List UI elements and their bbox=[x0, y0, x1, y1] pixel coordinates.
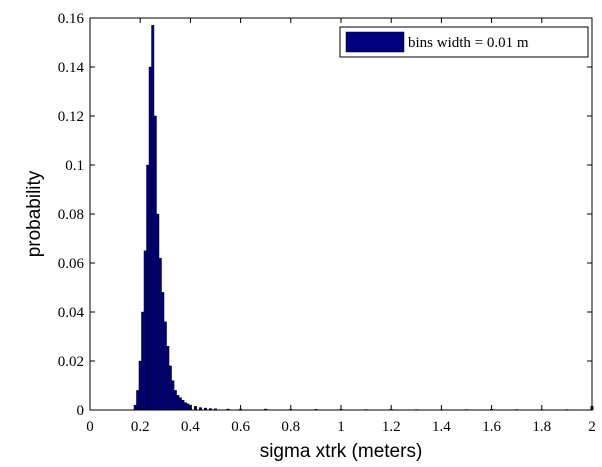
histogram-bar bbox=[193, 406, 197, 411]
legend: bins width = 0.01 m bbox=[339, 26, 589, 58]
x-axis-label: sigma xtrk (meters) bbox=[260, 441, 423, 462]
histogram-bar bbox=[163, 321, 167, 411]
y-tick-label: 0.14 bbox=[58, 60, 85, 76]
y-tick-label: 0.1 bbox=[65, 158, 84, 174]
histogram-bar bbox=[151, 25, 155, 411]
histogram-bar bbox=[181, 400, 185, 411]
histogram-bar bbox=[148, 66, 152, 411]
y-tick-label: 0.12 bbox=[58, 109, 84, 125]
histogram-bar bbox=[168, 365, 172, 411]
histogram-bar bbox=[143, 250, 147, 411]
histogram-bar bbox=[138, 360, 142, 411]
histogram-bar bbox=[158, 257, 162, 411]
histogram-bar bbox=[173, 390, 177, 411]
y-tick-label: 0 bbox=[77, 403, 85, 419]
y-axis-label: probability bbox=[24, 170, 45, 257]
x-tick-label: 0.6 bbox=[231, 419, 250, 435]
histogram-bar bbox=[136, 390, 140, 411]
histogram-bar bbox=[178, 397, 182, 411]
histogram-bar bbox=[176, 395, 180, 411]
y-tick-label: 0.02 bbox=[58, 354, 84, 370]
ticks-group: 0 0.2 0.4 0.6 0.8 1 1.2 1.4 1.6 1.8 2 0 0.02 0.04 0.06… bbox=[58, 11, 596, 435]
x-tick-label: 1.4 bbox=[432, 419, 451, 435]
histogram-bar bbox=[146, 164, 150, 411]
y-tick-label: 0.08 bbox=[58, 207, 84, 223]
histogram-bar bbox=[141, 311, 145, 411]
y-tick-label: 0.16 bbox=[58, 11, 85, 27]
histogram-bar bbox=[186, 403, 190, 411]
x-tick-label: 0.8 bbox=[281, 419, 300, 435]
histogram-bar bbox=[133, 404, 137, 411]
histogram-bar bbox=[161, 292, 165, 411]
x-tick-label: 1.6 bbox=[482, 419, 501, 435]
legend-swatch bbox=[345, 31, 405, 53]
x-tick-label: 1 bbox=[337, 419, 345, 435]
y-tick-label: 0.04 bbox=[58, 305, 85, 321]
x-tick-label: 1.2 bbox=[382, 419, 401, 435]
x-tick-label: 0.2 bbox=[131, 419, 150, 435]
legend-label: bins width = 0.01 m bbox=[408, 35, 529, 51]
bars-group bbox=[133, 25, 594, 411]
histogram-bar bbox=[171, 380, 175, 411]
histogram-bar bbox=[156, 213, 160, 411]
x-tick-label: 0 bbox=[86, 419, 94, 435]
histogram-bar bbox=[166, 346, 170, 411]
x-tick-label: 0.4 bbox=[181, 419, 200, 435]
x-tick-label: 1.8 bbox=[532, 419, 551, 435]
histogram-bar bbox=[153, 115, 157, 411]
y-tick-label: 0.06 bbox=[58, 256, 85, 272]
x-tick-label: 2 bbox=[588, 419, 596, 435]
histogram-bar bbox=[183, 402, 187, 411]
